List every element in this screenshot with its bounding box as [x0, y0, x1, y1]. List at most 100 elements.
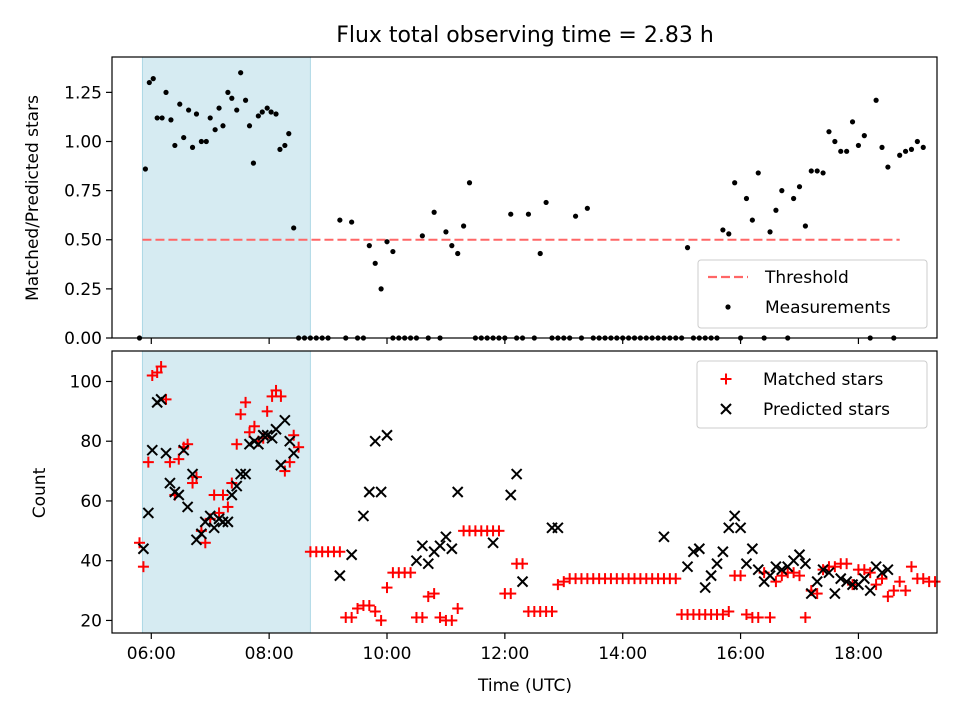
predicted-star-point [369, 435, 381, 447]
matched-star-point [405, 567, 417, 579]
bottom-legend[interactable]: Matched stars Predicted stars [696, 360, 928, 429]
legend-matched-swatch [720, 373, 732, 385]
measurement-point [873, 97, 879, 103]
matched-star-point [493, 525, 505, 537]
measurement-point [832, 138, 838, 145]
measurement-point [431, 209, 437, 215]
measurement-point [189, 144, 196, 150]
y-tick-label: 1.00 [64, 132, 102, 152]
measurement-point [242, 97, 249, 103]
predicted-star-point [416, 540, 429, 552]
x-tick-label: 18:00 [834, 644, 883, 664]
predicted-star-point [552, 522, 564, 534]
measurement-point [207, 115, 213, 121]
matched-star-point [275, 390, 287, 402]
measurement-point [525, 211, 532, 217]
measurement-point [726, 231, 732, 237]
measurement-point [773, 207, 779, 213]
measurement-point [378, 286, 384, 292]
measurement-point [914, 138, 920, 145]
matched-star-point [717, 608, 729, 620]
measurement-point [838, 148, 844, 154]
predicted-star-point [146, 444, 158, 456]
matched-star-point [217, 489, 229, 501]
measurement-point [168, 117, 174, 123]
measurement-point [250, 160, 257, 166]
predicted-star-point [173, 489, 185, 501]
matched-star-point [428, 588, 440, 600]
predicted-star-point [257, 429, 269, 441]
predicted-star-point [446, 543, 458, 555]
legend-threshold-label: Threshold [764, 268, 849, 288]
measurement-point [796, 184, 803, 190]
predicted-star-point [835, 572, 847, 585]
predicted-star-point [177, 444, 190, 456]
matched-star-point [917, 573, 929, 585]
matched-star-point [422, 591, 434, 603]
predicted-star-point [204, 510, 216, 522]
measurement-point [572, 213, 579, 219]
predicted-star-point [275, 459, 287, 471]
matched-star-point [293, 441, 305, 453]
measurement-point [154, 115, 160, 121]
matched-star-point [270, 384, 282, 396]
predicted-star-point [181, 501, 194, 513]
y-tick-label: 1.25 [64, 83, 102, 103]
measurement-point [337, 217, 343, 223]
y-tick-label: 0.00 [64, 329, 102, 349]
measurement-point [849, 119, 856, 125]
measurement-point [749, 217, 755, 223]
matched-star-point [187, 477, 199, 489]
bottom-y-axis-label: Count [30, 467, 50, 518]
measurement-point [212, 127, 218, 133]
matched-star-point [222, 501, 234, 513]
measurement-point [291, 225, 297, 231]
matched-star-point [894, 576, 906, 588]
measurement-point [861, 133, 867, 139]
matched-star-point [452, 603, 464, 615]
predicted-star-point [239, 468, 252, 480]
measurement-point [159, 115, 165, 121]
predicted-star-point [284, 435, 296, 447]
observing-window-shade-bottom [141, 350, 311, 634]
matched-star-point [888, 585, 900, 597]
predicted-star-point [770, 560, 782, 573]
measurement-point [826, 129, 832, 135]
predicted-star-point [334, 569, 346, 582]
matched-star-point [858, 564, 870, 576]
predicted-star-point [711, 557, 723, 570]
matched-star-point [446, 614, 458, 626]
predicted-star-point [840, 575, 853, 588]
predicted-star-point [279, 414, 291, 427]
matched-star-point [770, 576, 782, 588]
measurement-point [142, 166, 148, 172]
measurement-point [779, 188, 785, 194]
top-legend[interactable]: Threshold Measurements [697, 259, 928, 329]
predicted-star-point [252, 438, 265, 450]
predicted-star-point [234, 468, 247, 480]
matched-star-point [558, 576, 570, 588]
predicted-star-point [357, 510, 370, 522]
measurement-point [908, 146, 915, 152]
predicted-star-point [876, 566, 888, 579]
matched-star-point [841, 558, 853, 570]
measurement-point [419, 233, 425, 239]
measurement-point [732, 180, 738, 186]
measurement-point [449, 243, 455, 249]
predicted-star-point [160, 447, 172, 459]
predicted-star-point [793, 549, 806, 561]
predicted-star-point [287, 447, 300, 459]
predicted-star-point [728, 510, 741, 522]
measurement-point [273, 111, 279, 117]
predicted-star-point [505, 489, 517, 501]
matched-star-point [240, 396, 252, 408]
measurement-point [508, 211, 514, 217]
bottom-legend-box [696, 360, 928, 429]
measurement-point [466, 180, 473, 186]
predicted-star-point [817, 563, 829, 576]
predicted-star-point [422, 557, 434, 570]
measurement-point [808, 168, 814, 174]
predicted-star-point [658, 531, 670, 543]
predicted-star-point [776, 563, 788, 576]
predicted-star-point [746, 543, 759, 555]
